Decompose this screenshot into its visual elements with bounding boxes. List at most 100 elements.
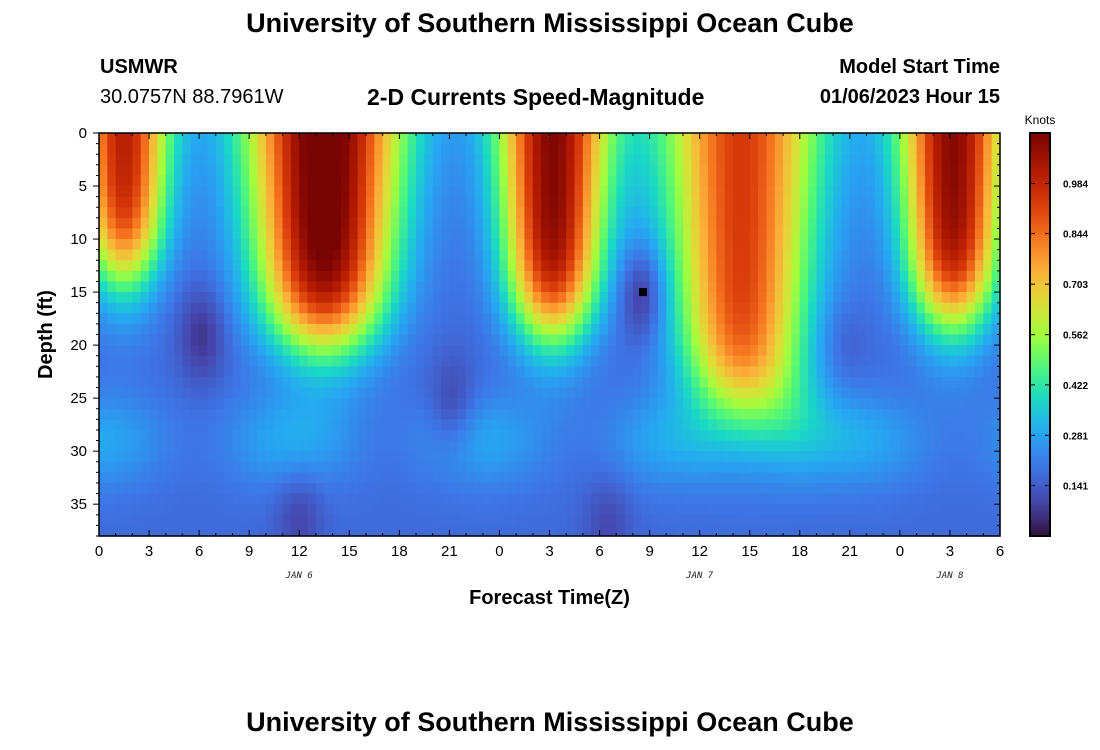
heat-cell (699, 493, 709, 505)
heat-cell (441, 525, 450, 537)
heat-cell (916, 270, 926, 283)
heat-cell (983, 482, 993, 495)
heat-cell (574, 408, 584, 420)
heat-cell (482, 239, 492, 251)
heat-cell (199, 302, 209, 314)
heat-cell (99, 207, 108, 219)
heat-cell (933, 228, 943, 240)
heat-cell (666, 302, 676, 314)
heat-cell (115, 387, 125, 399)
heat-cell (340, 239, 350, 251)
heat-cell (324, 302, 334, 314)
heat-cell (374, 376, 384, 389)
heat-cell (199, 270, 209, 283)
heat-cell (249, 175, 259, 187)
heat-cell (491, 260, 501, 272)
heat-cell (958, 143, 968, 155)
heat-cell (966, 260, 976, 272)
heat-cell (299, 133, 309, 145)
heat-cell (240, 525, 250, 537)
heat-cell (799, 249, 809, 261)
heat-cell (691, 133, 701, 145)
heat-cell (424, 228, 434, 240)
heat-cell (774, 260, 784, 272)
heat-cell (140, 196, 150, 208)
heat-cell (466, 525, 476, 537)
heat-cell (524, 228, 534, 240)
heat-cell (307, 345, 317, 357)
heat-cell (324, 186, 334, 198)
heat-cell (933, 292, 943, 304)
heat-cell (883, 525, 893, 537)
heat-cell (991, 133, 1001, 145)
heat-cell (224, 472, 234, 484)
heat-cell (265, 408, 275, 420)
heat-cell (699, 239, 709, 251)
heat-cell (816, 440, 826, 452)
heat-cell (274, 217, 284, 230)
heat-cell (349, 472, 359, 484)
heat-cell (833, 217, 843, 230)
heat-cell (933, 461, 943, 473)
heat-cell (924, 366, 934, 378)
heat-cell (249, 207, 259, 219)
heat-cell (816, 164, 826, 177)
heat-cell (557, 323, 567, 336)
heat-cell (441, 408, 450, 420)
heat-cell (541, 270, 551, 283)
heat-cell (616, 429, 626, 442)
heat-cell (958, 387, 968, 399)
heat-cell (891, 323, 901, 336)
heat-cell (966, 133, 976, 145)
heat-cell (299, 419, 309, 431)
heat-cell (524, 366, 534, 378)
heat-cell (774, 345, 784, 357)
heat-cell (107, 292, 117, 304)
heat-cell (774, 493, 784, 505)
heat-cell (349, 504, 359, 516)
heat-cell (666, 472, 676, 484)
heat-cell (491, 249, 501, 261)
heat-cell (507, 366, 517, 378)
heat-cell (549, 270, 559, 283)
heat-cell (883, 260, 893, 272)
heat-cell (682, 440, 692, 452)
heat-cell (774, 217, 784, 230)
heat-cell (557, 334, 567, 346)
heat-cell (407, 217, 417, 230)
heat-cell (207, 175, 217, 187)
heat-cell (699, 207, 709, 219)
heat-cell (349, 345, 359, 357)
heat-cell (491, 186, 501, 198)
heat-cell (774, 154, 784, 166)
heat-cell (641, 186, 651, 198)
heat-cell (182, 493, 192, 505)
heat-cell (340, 429, 350, 442)
heat-cell (290, 281, 300, 293)
heat-cell (883, 313, 893, 325)
heat-cell (924, 493, 934, 505)
heat-cell (599, 525, 609, 537)
heat-cell (474, 143, 484, 155)
heat-cell (374, 334, 384, 346)
heat-cell (766, 292, 776, 304)
heat-cell (582, 482, 592, 495)
heat-cell (632, 493, 642, 505)
x-tick-label: 6 (195, 543, 203, 560)
heat-cell (749, 239, 759, 251)
heat-cell (883, 164, 893, 177)
heat-cell (941, 260, 951, 272)
heat-cell (232, 217, 242, 230)
heat-cell (657, 196, 667, 208)
heat-cell (149, 313, 158, 325)
heat-cell (816, 154, 826, 166)
heat-cell (449, 398, 459, 410)
heat-cell (290, 514, 300, 526)
heat-cell (482, 408, 492, 420)
heat-cell (491, 514, 501, 526)
heat-cell (174, 260, 184, 272)
heat-cell (916, 472, 926, 484)
heat-cell (841, 355, 851, 367)
heat-cell (249, 186, 259, 198)
heat-cell (399, 186, 409, 198)
